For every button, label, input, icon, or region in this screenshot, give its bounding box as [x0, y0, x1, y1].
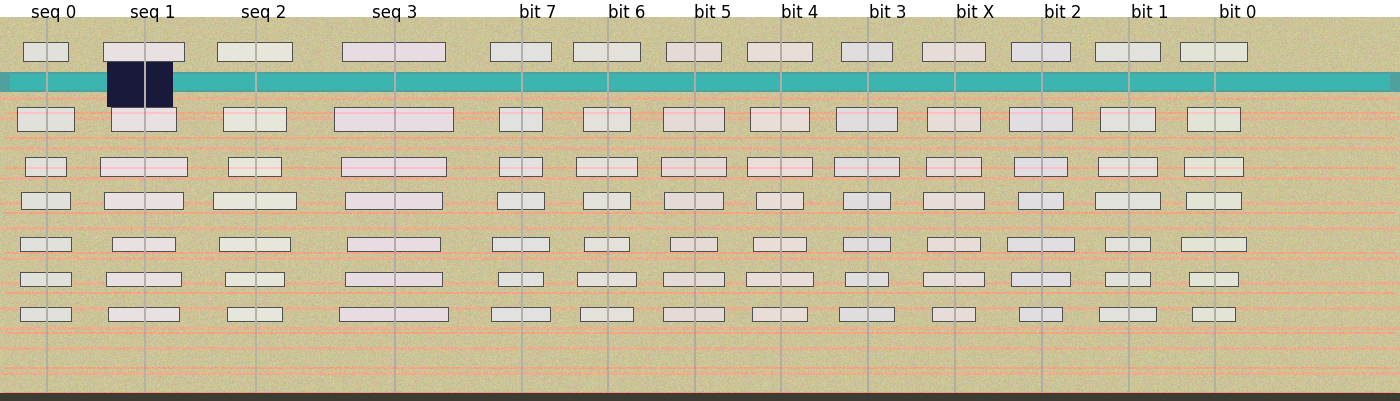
Text: bit 7: bit 7	[519, 4, 557, 22]
Text: bit 0: bit 0	[1219, 4, 1257, 22]
Text: bit 3: bit 3	[869, 4, 907, 22]
Text: seq 3: seq 3	[372, 4, 417, 22]
Text: bit 5: bit 5	[694, 4, 732, 22]
Text: bit 2: bit 2	[1044, 4, 1082, 22]
Text: seq 2: seq 2	[241, 4, 286, 22]
Text: bit 6: bit 6	[608, 4, 645, 22]
Text: seq 0: seq 0	[31, 4, 76, 22]
Text: bit 1: bit 1	[1131, 4, 1169, 22]
Text: bit X: bit X	[956, 4, 994, 22]
Text: seq 1: seq 1	[130, 4, 175, 22]
Text: bit 4: bit 4	[781, 4, 819, 22]
